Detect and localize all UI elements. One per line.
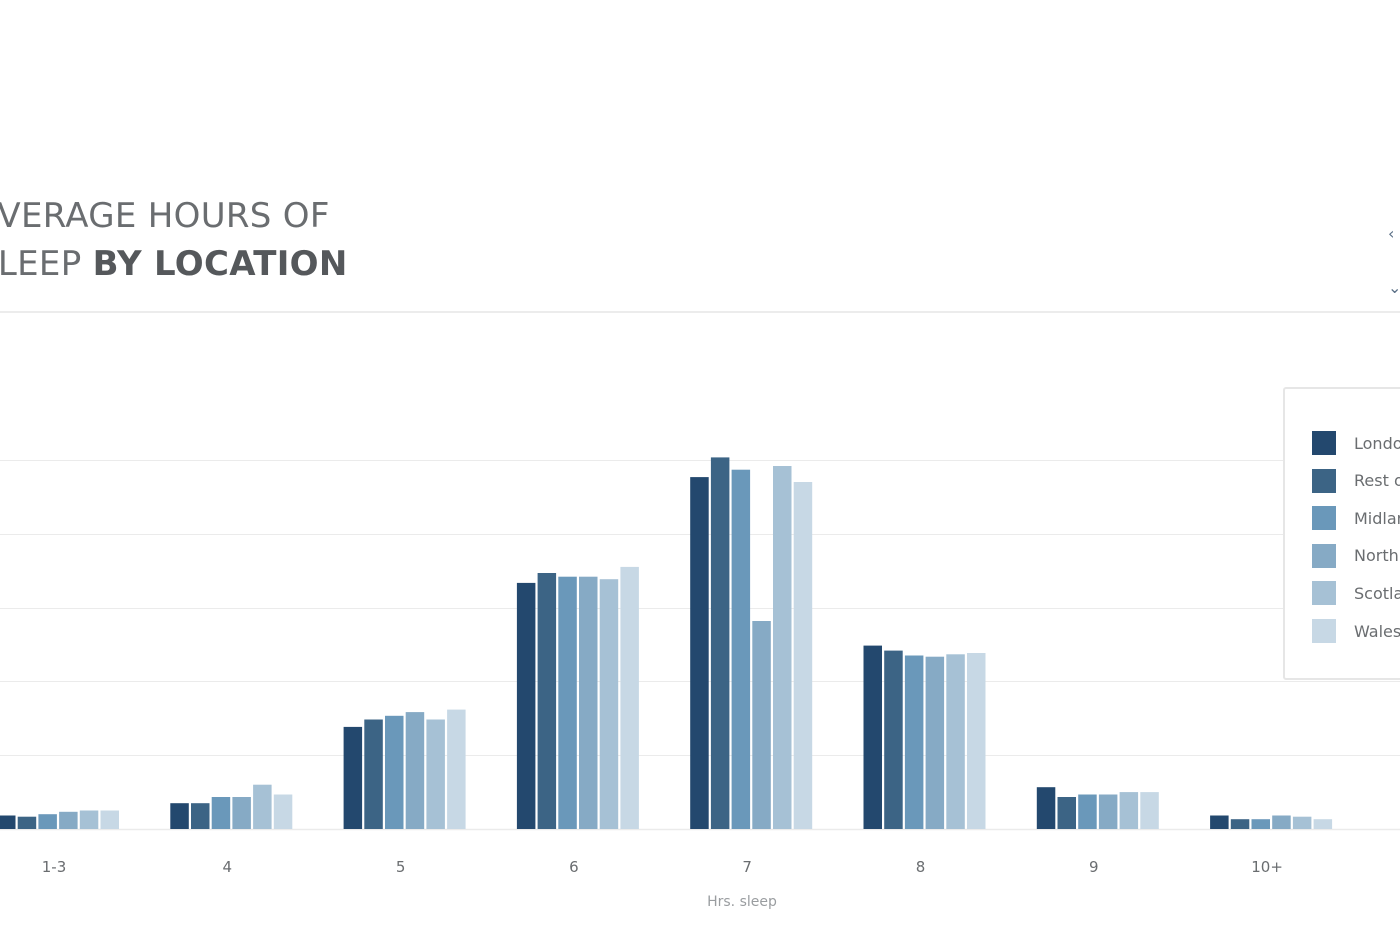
x-tick-label: 8 bbox=[916, 858, 926, 876]
bar[interactable] bbox=[343, 726, 363, 829]
bar[interactable] bbox=[946, 654, 965, 829]
bar-group-6 bbox=[516, 566, 639, 829]
bar[interactable] bbox=[863, 645, 883, 829]
legend-item[interactable]: Rest of South bbox=[1312, 468, 1400, 493]
bar[interactable] bbox=[273, 794, 293, 830]
bar[interactable] bbox=[1272, 815, 1291, 830]
legend-swatch bbox=[1312, 431, 1336, 455]
x-tick-label: 7 bbox=[742, 858, 752, 876]
bar[interactable] bbox=[1313, 819, 1333, 829]
chart-header-divider bbox=[0, 311, 1400, 313]
bar[interactable] bbox=[170, 803, 189, 829]
bar[interactable] bbox=[1036, 787, 1056, 829]
chart-title: AVERAGE HOURS OF SLEEP BY LOCATION bbox=[0, 192, 348, 288]
legend-item[interactable]: London bbox=[1312, 431, 1400, 455]
legend-item[interactable]: Midlands bbox=[1312, 506, 1400, 531]
bar[interactable] bbox=[620, 566, 639, 829]
legend-swatch bbox=[1312, 506, 1336, 531]
bar[interactable] bbox=[1140, 792, 1159, 829]
legend-label: Midlands bbox=[1354, 508, 1400, 528]
bar-group-5 bbox=[343, 709, 466, 830]
bar[interactable] bbox=[1210, 815, 1229, 830]
legend-swatch bbox=[1312, 581, 1336, 606]
legend-swatch bbox=[1312, 619, 1336, 643]
x-tick-label: 9 bbox=[1089, 858, 1099, 876]
bar[interactable] bbox=[405, 712, 425, 829]
legend-item[interactable]: North bbox=[1312, 543, 1399, 568]
legend-label: Rest of South bbox=[1354, 471, 1400, 491]
bar[interactable] bbox=[191, 803, 210, 829]
bar[interactable] bbox=[558, 576, 577, 829]
x-axis-title: Hrs. sleep bbox=[707, 894, 777, 910]
bar[interactable] bbox=[1119, 792, 1139, 829]
legend-swatch bbox=[1312, 468, 1336, 493]
legend-swatch bbox=[1312, 543, 1336, 568]
bar[interactable] bbox=[731, 469, 751, 829]
legend-item[interactable]: Wales bbox=[1312, 619, 1400, 643]
bar[interactable] bbox=[752, 621, 771, 829]
chevron-left-icon[interactable]: ‹ ⌄ bbox=[1388, 224, 1400, 297]
x-tick-label: 10+ bbox=[1251, 858, 1283, 876]
bar[interactable] bbox=[1098, 794, 1118, 830]
chart-title-line-2: SLEEP BY LOCATION bbox=[0, 240, 348, 288]
bar[interactable] bbox=[17, 816, 37, 829]
bar[interactable] bbox=[1057, 797, 1077, 829]
bar[interactable] bbox=[211, 797, 231, 829]
x-tick-label: 1-3 bbox=[42, 858, 67, 876]
bar[interactable] bbox=[232, 797, 251, 829]
bar[interactable] bbox=[385, 715, 404, 829]
bar-group-10+ bbox=[1210, 815, 1333, 830]
bar[interactable] bbox=[516, 582, 536, 829]
bar[interactable] bbox=[1230, 819, 1250, 829]
bar-group-8 bbox=[863, 645, 986, 830]
bar[interactable] bbox=[793, 482, 813, 829]
legend-label: Wales bbox=[1354, 621, 1400, 641]
bar[interactable] bbox=[599, 579, 619, 829]
bar[interactable] bbox=[967, 653, 986, 829]
bar[interactable] bbox=[253, 784, 272, 829]
chart-title-word-sleep: SLEEP bbox=[0, 244, 82, 284]
bar[interactable] bbox=[690, 477, 709, 829]
x-tick-labels: 1-3 4 5 6 7 8 9 10+ bbox=[42, 858, 1283, 876]
bar[interactable] bbox=[1292, 816, 1312, 829]
x-tick-label: 6 bbox=[569, 858, 579, 876]
bar[interactable] bbox=[710, 457, 730, 829]
bar[interactable] bbox=[773, 466, 792, 829]
bar[interactable] bbox=[925, 656, 945, 829]
bar[interactable] bbox=[1251, 819, 1271, 829]
legend-label: London bbox=[1354, 433, 1400, 453]
bar-group-4 bbox=[170, 784, 293, 830]
bar[interactable] bbox=[79, 810, 99, 830]
bar[interactable] bbox=[100, 810, 120, 830]
bar[interactable] bbox=[579, 576, 598, 829]
chart-title-bold-part: BY LOCATION bbox=[92, 244, 348, 284]
chart-title-line-1: AVERAGE HOURS OF bbox=[0, 196, 330, 236]
bar[interactable] bbox=[59, 811, 78, 829]
bar[interactable] bbox=[884, 650, 903, 829]
bar[interactable] bbox=[364, 719, 383, 830]
legend-label: Scotland bbox=[1354, 583, 1400, 603]
x-tick-label: 5 bbox=[396, 858, 406, 876]
bar[interactable] bbox=[1078, 794, 1097, 830]
bar-group-7 bbox=[690, 457, 813, 829]
bar[interactable] bbox=[0, 815, 16, 830]
bar[interactable] bbox=[38, 814, 57, 829]
x-tick-label: 4 bbox=[223, 858, 233, 876]
legend-item[interactable]: Scotland bbox=[1312, 581, 1400, 606]
chart-bars bbox=[0, 457, 1333, 830]
bar-group-9 bbox=[1036, 787, 1159, 830]
bar[interactable] bbox=[426, 719, 445, 830]
bar[interactable] bbox=[537, 573, 557, 829]
bar-group-1-3 bbox=[0, 810, 120, 830]
bar[interactable] bbox=[904, 655, 924, 830]
legend-label: North bbox=[1354, 546, 1399, 566]
chart-legend: London Rest of South Midlands North Scotland… bbox=[1283, 387, 1400, 680]
bar[interactable] bbox=[447, 709, 466, 829]
